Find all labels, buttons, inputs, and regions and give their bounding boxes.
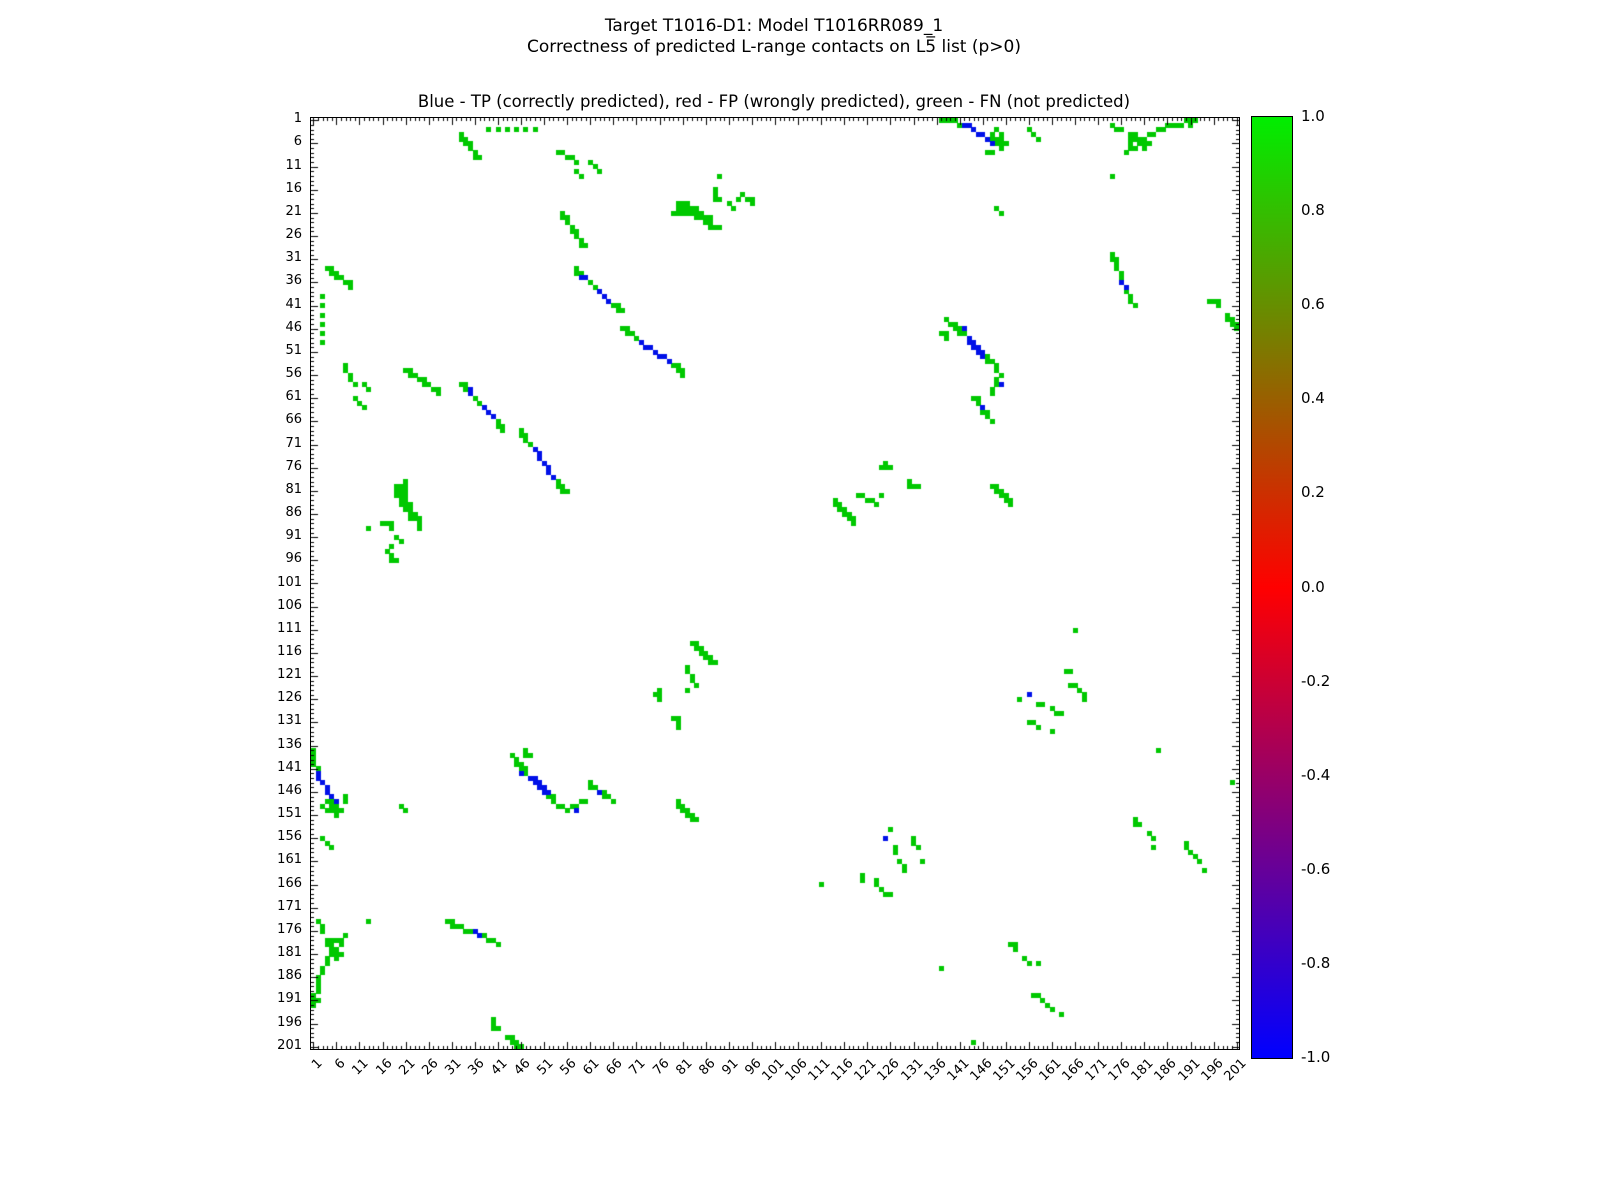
x-tick-label-101: 101 [759,1056,788,1085]
y-tick-label-76: 76 [285,458,302,474]
x-tick-label-81: 81 [672,1056,696,1079]
y-tick-label-96: 96 [285,551,302,567]
x-tick-label-71: 71 [626,1056,650,1079]
y-tick-label-186: 186 [277,968,302,984]
y-tick-label-136: 136 [277,736,302,752]
x-tick-label-166: 166 [1059,1056,1088,1085]
x-tick-label-61: 61 [580,1056,603,1079]
y-tick-label-51: 51 [285,342,302,358]
x-tick-label-131: 131 [897,1056,927,1085]
y-tick-label-86: 86 [285,505,302,521]
x-tick-label-136: 136 [921,1056,950,1085]
x-tick-label-31: 31 [442,1056,465,1079]
figure-suptitle-line2: Correctness of predicted L-range contact… [526,37,1021,57]
colorbar-tick-label--0.8: -0.8 [1301,953,1331,972]
x-tick-label-176: 176 [1105,1056,1134,1085]
x-tick-label-121: 121 [851,1056,880,1085]
y-tick-label-106: 106 [277,597,302,613]
y-tick-label-101: 101 [277,574,302,590]
y-tick-label-161: 161 [277,852,302,868]
figure-suptitle-line1: Target T1016-D1: Model T1016RR089_1 [604,16,944,36]
y-tick-label-121: 121 [277,667,302,683]
x-tick-label-41: 41 [488,1056,511,1079]
y-tick-label-191: 191 [277,991,302,1007]
x-tick-label-171: 171 [1082,1056,1111,1085]
x-tick-label-151: 151 [990,1056,1019,1085]
x-tick-label-66: 66 [603,1056,627,1079]
x-tick-label-91: 91 [719,1056,742,1079]
contact-map-canvas [311,118,1239,1049]
colorbar-tick-label--0.2: -0.2 [1301,671,1331,690]
x-tick-label-6: 6 [332,1056,349,1073]
x-tick-label-181: 181 [1128,1056,1157,1085]
y-tick-label-116: 116 [277,643,302,659]
y-tick-label-71: 71 [285,435,302,451]
x-tick-label-141: 141 [944,1056,973,1085]
y-tick-label-126: 126 [277,690,302,706]
y-tick-label-41: 41 [285,296,302,312]
x-tick-label-21: 21 [395,1056,419,1079]
x-tick-label-26: 26 [419,1056,442,1079]
x-tick-label-196: 196 [1198,1056,1227,1085]
y-tick-label-36: 36 [285,273,302,289]
y-tick-label-156: 156 [277,829,302,845]
colorbar [1251,116,1293,1059]
colorbar-tick-label--0.4: -0.4 [1301,765,1331,784]
colorbar-tick-label-0.0: 0.0 [1301,577,1325,596]
colorbar-tick-label-0.4: 0.4 [1301,389,1325,408]
y-tick-label-1: 1 [293,111,302,127]
y-tick-label-66: 66 [285,412,302,428]
x-tick-label-156: 156 [1013,1056,1042,1085]
x-tick-label-11: 11 [349,1056,373,1079]
colorbar-tick-label--1.0: -1.0 [1301,1048,1331,1066]
y-tick-label-46: 46 [285,319,302,335]
y-tick-label-171: 171 [277,898,302,914]
colorbar-tick-label-1.0: 1.0 [1301,107,1325,125]
x-tick-label-1: 1 [309,1056,326,1073]
colorbar-gradient [1252,117,1292,1058]
x-tick-label-186: 186 [1151,1056,1181,1085]
y-tick-label-176: 176 [277,921,302,937]
y-tick-label-141: 141 [277,759,302,775]
x-tick-label-76: 76 [649,1056,673,1079]
y-tick-label-6: 6 [293,134,302,150]
x-tick-label-146: 146 [967,1056,996,1085]
x-tick-label-51: 51 [534,1056,557,1079]
y-tick-label-16: 16 [285,180,302,196]
colorbar-tick-label-0.6: 0.6 [1301,295,1325,314]
axes-title: Blue - TP (correctly predicted), red - F… [417,92,1131,111]
contact-map-plot [310,117,1240,1050]
x-tick-label-46: 46 [511,1056,534,1079]
y-tick-label-11: 11 [285,157,302,173]
x-tick-label-201: 201 [1221,1056,1250,1085]
y-tick-label-21: 21 [285,203,302,219]
x-tick-label-106: 106 [782,1056,811,1085]
x-tick-label-86: 86 [696,1056,719,1079]
x-tick-label-111: 111 [805,1056,834,1085]
y-tick-label-181: 181 [277,945,302,961]
x-tick-label-56: 56 [557,1056,580,1079]
y-tick-label-131: 131 [277,713,302,729]
y-tick-label-111: 111 [277,620,302,636]
y-tick-label-56: 56 [285,366,302,382]
colorbar-tick-label--0.6: -0.6 [1301,859,1331,878]
y-tick-label-201: 201 [277,1037,302,1053]
x-tick-label-161: 161 [1036,1056,1065,1085]
y-tick-label-196: 196 [277,1014,302,1030]
x-tick-label-116: 116 [828,1056,857,1085]
x-tick-label-16: 16 [372,1056,396,1079]
y-tick-label-166: 166 [277,875,302,891]
x-tick-label-36: 36 [465,1056,488,1079]
x-tick-label-191: 191 [1174,1056,1204,1085]
y-tick-label-146: 146 [277,782,302,798]
x-tick-label-126: 126 [874,1056,904,1085]
y-tick-label-26: 26 [285,227,302,243]
y-tick-label-31: 31 [285,250,302,266]
colorbar-tick-label-0.2: 0.2 [1301,483,1325,502]
y-tick-label-81: 81 [285,481,302,497]
y-tick-label-91: 91 [285,528,302,544]
y-tick-label-61: 61 [285,389,302,405]
y-tick-label-151: 151 [277,806,302,822]
colorbar-tick-label-0.8: 0.8 [1301,201,1325,220]
